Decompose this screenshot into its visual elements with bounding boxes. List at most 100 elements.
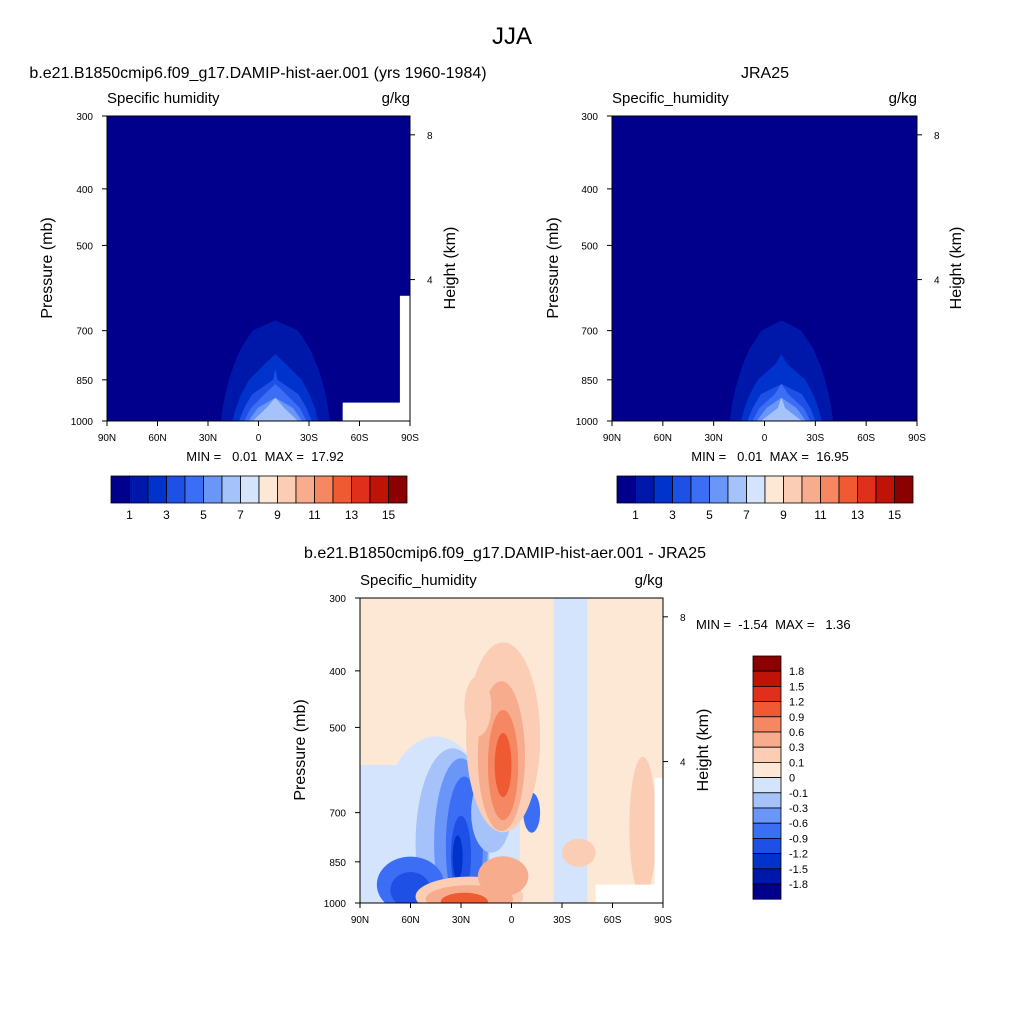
colorbar-label: -0.6 [789,818,808,830]
x-tick-label: 90N [98,433,116,444]
y-tick-label: 700 [76,327,93,338]
colorbar-swatch [820,475,840,504]
colorbar-swatch [672,475,692,504]
colorbar-swatch [184,475,204,504]
colorbar-label: 15 [382,508,396,522]
x-tick-label: 0 [762,433,768,444]
colorbar-swatch [752,670,782,687]
colorbar-swatch [690,475,710,504]
terrain-mask-antarctica [654,777,663,885]
contour-fill-level-6 [252,397,298,421]
colorbar-label: -0.3 [789,803,808,815]
panel-obs-axes: 90N 60N 30N 0 30S 60S 90S 300 400 500 700 850 1000 8 4 [576,112,940,444]
colorbar-swatch [838,475,858,504]
colorbar-swatch [295,475,315,504]
x-tick-label: 60S [351,433,369,444]
colorbar-swatch [752,868,782,885]
colorbar-label: 7 [237,508,244,522]
colorbar-label: -0.9 [789,833,808,845]
y-tick-label: 500 [76,241,93,252]
colorbar-swatch [752,762,782,779]
colorbar-swatch [752,731,782,748]
panel-obs-variable-label: Specific_humidity [612,90,729,107]
y-tick-label: 850 [581,376,598,387]
panel-obs-ylabel: Pressure (mb) [545,217,562,318]
colorbar-label: 5 [200,508,207,522]
colorbar-label: 1.8 [789,666,804,678]
x-tick-label: 30S [806,433,824,444]
colorbar-swatch [752,792,782,809]
height-tick-label: 8 [680,613,686,624]
colorbar-swatch [129,475,149,504]
figure-title: JJA [492,23,532,50]
x-tick-label: 90N [351,915,369,926]
panel-model-variable-label: Specific humidity [107,90,220,107]
y-tick-label: 850 [76,376,93,387]
colorbar-swatch [752,746,782,763]
panel-model-stats: MIN = 0.01 MAX = 17.92 [186,449,344,464]
contour-fill-level-6 [761,397,802,421]
colorbar-label: -1.8 [789,879,808,891]
colorbar-label: 13 [851,508,865,522]
colorbar-label: 11 [308,508,321,522]
colorbar-swatch [752,838,782,855]
diff-fill-negative-1-2 [452,835,463,880]
y-tick-label: 300 [76,112,93,123]
colorbar-swatch [635,475,655,504]
diff-fill-positive-0-9 [494,733,512,798]
x-tick-label: 30S [553,915,571,926]
colorbar-swatch [727,475,747,504]
x-tick-label: 30N [199,433,217,444]
colorbar-swatch [388,475,408,504]
colorbar-swatch [258,475,278,504]
panel-diff-variable-label: Specific_humidity [360,572,477,589]
x-tick-label: 90S [908,433,926,444]
colorbar-label: -0.1 [789,788,808,800]
colorbar-swatch [746,475,766,504]
panel-diff-ylabel-right: Height (km) [695,709,712,792]
height-tick-label: 8 [427,131,433,142]
colorbar-label: 0.3 [789,742,804,754]
colorbar-label: 1 [126,508,133,522]
colorbar-swatch [277,475,297,504]
panel-model-colorbar: 1 3 5 7 9 11 13 15 [110,475,408,522]
colorbar-label: 15 [888,508,902,522]
colorbar-label: 13 [345,508,359,522]
colorbar-label: -1.2 [789,849,808,861]
y-tick-label: 1000 [324,899,347,910]
y-tick-label: 400 [76,185,93,196]
terrain-mask [595,884,663,903]
colorbar-swatch [369,475,389,504]
colorbar-label: -1.5 [789,864,808,876]
height-tick-label: 8 [934,131,940,142]
colorbar-swatch [752,686,782,703]
x-tick-label: 90S [654,915,672,926]
panel-obs: JRA25 Specific_humidity g/kg 90N 60N 30N 0 3… [545,65,965,522]
diff-fill-positive-0-3 [477,856,529,897]
colorbar-swatch [351,475,371,504]
x-tick-label: 60N [401,915,419,926]
panel-diff-title: b.e21.B1850cmip6.f09_g17.DAMIP-hist-aer.… [304,545,706,562]
colorbar-swatch [314,475,334,504]
colorbar-swatch [332,475,352,504]
colorbar-swatch [875,475,895,504]
height-tick-label: 4 [934,276,940,287]
colorbar-swatch [752,853,782,870]
terrain-mask-antarctica [399,295,410,421]
colorbar-label: 0 [789,773,795,785]
colorbar-swatch [240,475,260,504]
colorbar-label: 3 [669,508,676,522]
panel-obs-ylabel-right: Height (km) [948,227,965,310]
y-tick-label: 300 [329,594,346,605]
panel-diff-units: g/kg [635,572,663,589]
x-tick-label: 90S [401,433,419,444]
x-tick-label: 60S [604,915,622,926]
panel-obs-units: g/kg [889,90,917,107]
colorbar-swatch [166,475,186,504]
terrain-mask [342,402,410,421]
y-tick-label: 850 [329,858,346,869]
panel-model-plot-area [107,116,410,421]
diff-fill-positive-0-1 [629,756,657,897]
panel-diff-colorbar: 1.8 1.5 1.2 0.9 0.6 0.3 0.1 0 -0.1 -0.3 -0.6 -0.9 -1… [752,655,808,900]
